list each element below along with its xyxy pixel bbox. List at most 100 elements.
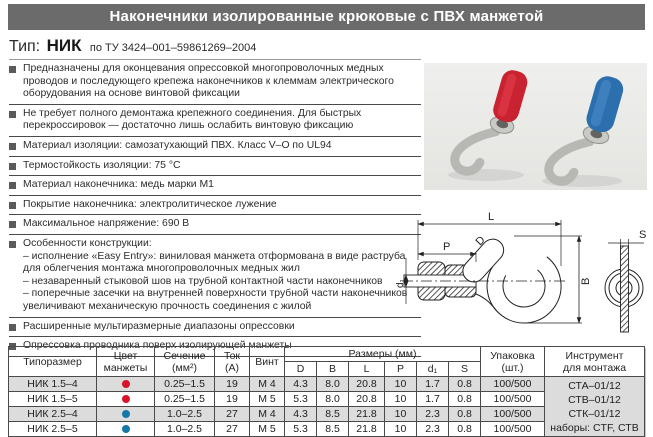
col-header-sizes-group: Размеры (мм) — [284, 346, 481, 362]
cuff-color-cell — [96, 376, 155, 392]
dim-label-S: S — [639, 229, 646, 241]
table-cell: М 4 — [249, 376, 285, 392]
dim-label-B: B — [580, 278, 592, 285]
feature-subitem: – поперечные засечки на внутренней повер… — [23, 288, 408, 312]
dim-label-d1: d₁ — [396, 278, 406, 288]
square-bullet-icon — [9, 323, 16, 331]
col-header-cuff-color: Цвет манжеты — [96, 346, 155, 377]
table-cell: 0.8 — [448, 391, 481, 407]
table-cell: 8.5 — [316, 421, 349, 437]
hook-outline — [486, 256, 562, 324]
table-cell: 1.0–2.5 — [154, 406, 215, 422]
col-header-section: Сечение (мм²) — [154, 346, 215, 377]
table-cell: 5.3 — [284, 391, 317, 407]
table-cell: 27 — [214, 421, 250, 437]
col-header-pack: Упаковка (шт.) — [480, 346, 545, 377]
table-cell: 19 — [214, 376, 250, 392]
table-cell: 4.3 — [284, 376, 317, 392]
table-cell: 100/500 — [480, 376, 545, 392]
feature-text: Особенности конструкции: – исполнение «Ea… — [23, 238, 421, 314]
tool-line: наборы: CTF, СТВ — [550, 421, 639, 434]
table-cell: 100/500 — [480, 406, 545, 422]
red-dot-icon — [121, 380, 130, 389]
table-cell: 0.25–1.5 — [154, 391, 215, 407]
table-cell: 10 — [384, 406, 417, 422]
table-cell: М 5 — [249, 391, 285, 407]
col-header-size: Типоразмер — [8, 346, 97, 377]
table-cell: 21.8 — [348, 421, 385, 437]
table-cell: М 4 — [249, 406, 285, 422]
cuff-color-cell — [96, 421, 155, 437]
product-photo — [424, 63, 647, 190]
table-row: НИК 2.5–5 1.0–2.5 27 М 5 5.3 8.5 21.8 10 2.3 0.8 1… — [8, 421, 645, 437]
blue-dot-icon — [121, 410, 130, 419]
tool-line: СТВ–01/12 — [568, 393, 621, 406]
table-cell: 0.8 — [448, 406, 481, 422]
feature-subitem: – незаваренный стыковой шов на трубной к… — [23, 275, 383, 287]
col-header-S: S — [448, 361, 481, 377]
dim-label-P: P — [443, 241, 450, 253]
feature-item: Предназначены для оконцевания опрессовко… — [9, 60, 421, 105]
table-cell: НИК 1.5–5 — [8, 391, 97, 407]
feature-item: Термостойкость изоляции: 75 °С — [9, 157, 421, 177]
type-name: НИК — [46, 36, 82, 55]
table-row: НИК 1.5–4 0.25–1.5 19 М 4 4.3 8.0 20.8 10 1.7 0.8… — [8, 376, 645, 437]
type-line: Тип: НИК по ТУ 3424–001–59861269–2004 — [9, 36, 256, 56]
table-cell: 20.8 — [348, 391, 385, 407]
table-cell: 20.8 — [348, 376, 385, 392]
feature-item: Особенности конструкции: – исполнение «Ea… — [9, 235, 421, 318]
feature-text: Расширенные мультиразмерные диапазоны оп… — [23, 320, 295, 332]
cuff-color-cell — [96, 406, 155, 422]
feature-item: Материал изоляции: самозатухающий ПВХ. К… — [9, 137, 421, 157]
feature-text: Материал наконечника: медь марки М1 — [23, 179, 214, 191]
table-cell: 1.7 — [416, 376, 449, 392]
table-row: НИК 1.5–5 0.25–1.5 19 М 5 5.3 8.0 20.8 10 1.7 0.8… — [8, 391, 645, 407]
table-cell: 2.3 — [416, 406, 449, 422]
tool-line: СТК–01/12 — [568, 407, 621, 420]
square-bullet-icon — [9, 221, 16, 229]
table-body: НИК 1.5–4 0.25–1.5 19 М 4 4.3 8.0 20.8 10 1.7 0.8… — [8, 376, 645, 437]
table-cell: 27 — [214, 406, 250, 422]
table-cell: 2.3 — [416, 421, 449, 437]
feature-item: Материал наконечника: медь марки М1 — [9, 176, 421, 196]
square-bullet-icon — [9, 66, 16, 73]
feature-text: Покрытие наконечника: электролитическое … — [23, 198, 277, 210]
red-terminal-image — [448, 70, 528, 181]
table-cell: 8.5 — [316, 406, 349, 422]
feature-text: Предназначены для оконцевания опрессовко… — [23, 63, 394, 100]
feature-text: Материал изоляции: самозатухающий ПВХ. К… — [23, 139, 332, 151]
square-bullet-icon — [9, 240, 16, 248]
table-cell: 21.8 — [348, 406, 385, 422]
square-bullet-icon — [9, 182, 16, 190]
table-cell: 8.0 — [316, 376, 349, 392]
table-cell: 100/500 — [480, 391, 545, 407]
feature-text: Термостойкость изоляции: 75 °С — [23, 159, 181, 171]
tool-cell: СТА–01/12 СТВ–01/12 СТК–01/12 наборы: CTF, … — [544, 376, 645, 437]
table-cell: 8.0 — [316, 391, 349, 407]
table-cell: 10 — [384, 376, 417, 392]
table-cell: 0.25–1.5 — [154, 376, 215, 392]
feature-list: Предназначены для оконцевания опрессовко… — [9, 59, 421, 357]
feature-item: Максимальное напряжение: 690 В — [9, 215, 421, 235]
table-cell: 1.0–2.5 — [154, 421, 215, 437]
feature-text: Не требует полного демонтажа крепежного … — [23, 107, 362, 132]
square-bullet-icon — [9, 162, 16, 170]
col-header-B: B — [316, 361, 349, 377]
table-cell: НИК 2.5–4 — [8, 406, 97, 422]
col-header-screw: Винт — [249, 346, 285, 377]
feature-text: Максимальное напряжение: 690 В — [23, 218, 190, 230]
red-dot-icon — [121, 395, 130, 404]
col-header-D: D — [284, 361, 317, 377]
col-header-d1: d₁ — [416, 361, 449, 377]
table-cell: 4.3 — [284, 406, 317, 422]
table-cell: 0.8 — [448, 376, 481, 392]
table-cell: 10 — [384, 391, 417, 407]
feature-item: Покрытие наконечника: электролитическое … — [9, 196, 421, 216]
blue-dot-icon — [121, 425, 130, 434]
table-cell: 5.3 — [284, 421, 317, 437]
page-title: Наконечники изолированные крюковые с ПВХ… — [8, 4, 645, 30]
table-cell: М 5 — [249, 421, 285, 437]
table-cell: 0.8 — [448, 421, 481, 437]
spec-table: Типоразмер Цвет манжеты Сечение (мм²) То… — [8, 346, 645, 437]
square-bullet-icon — [9, 201, 16, 209]
